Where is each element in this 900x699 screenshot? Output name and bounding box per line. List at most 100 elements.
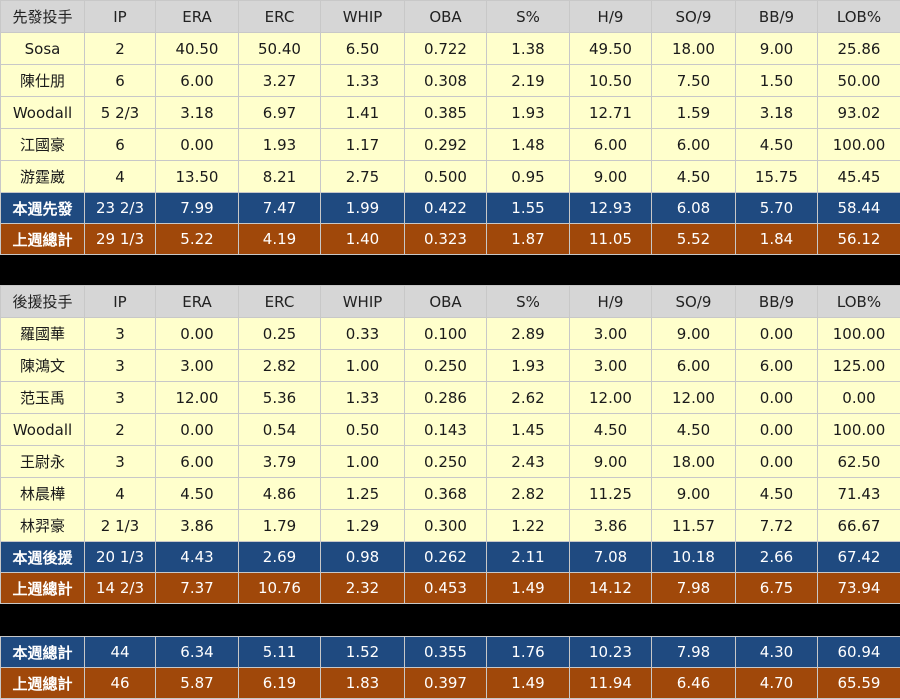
column-header: OBA (405, 286, 487, 318)
stat-cell: 2.43 (487, 446, 570, 478)
stat-cell: 1.25 (321, 478, 405, 510)
stat-cell: 12.00 (652, 382, 736, 414)
stat-cell: 6.00 (736, 350, 818, 382)
stat-cell: 0.00 (156, 129, 239, 161)
stat-cell: 0.00 (736, 382, 818, 414)
row-label: 本週先發 (1, 193, 85, 224)
stat-cell: 1.49 (487, 668, 570, 699)
section-header-label: 後援投手 (1, 286, 85, 318)
stat-cell: 1.55 (487, 193, 570, 224)
row-label: 林羿豪 (1, 510, 85, 542)
stat-cell: 100.00 (818, 129, 900, 161)
stat-cell: 2.66 (736, 542, 818, 573)
column-header: SO/9 (652, 1, 736, 33)
stat-cell: 7.50 (652, 65, 736, 97)
stat-cell: 1.17 (321, 129, 405, 161)
stat-cell: 10.50 (570, 65, 652, 97)
row-label: 陳鴻文 (1, 350, 85, 382)
column-header: S% (487, 1, 570, 33)
section-divider (1, 255, 900, 286)
stat-cell: 4.19 (239, 224, 321, 255)
column-header: ERC (239, 1, 321, 33)
stat-cell: 6.50 (321, 33, 405, 65)
column-header: IP (85, 1, 156, 33)
stat-cell: 6.46 (652, 668, 736, 699)
row-label: 林晨樺 (1, 478, 85, 510)
stat-cell: 3.00 (156, 350, 239, 382)
stat-cell: 2 (85, 414, 156, 446)
stat-cell: 25.86 (818, 33, 900, 65)
stat-cell: 0.00 (736, 414, 818, 446)
stat-cell: 11.57 (652, 510, 736, 542)
stat-cell: 1.76 (487, 637, 570, 668)
column-header: BB/9 (736, 1, 818, 33)
stat-cell: 4.50 (156, 478, 239, 510)
stat-cell: 5.36 (239, 382, 321, 414)
stat-cell: 93.02 (818, 97, 900, 129)
stat-cell: 12.00 (156, 382, 239, 414)
stat-cell: 3.27 (239, 65, 321, 97)
stat-cell: 46 (85, 668, 156, 699)
stat-cell: 6.19 (239, 668, 321, 699)
stat-cell: 9.00 (652, 478, 736, 510)
stat-cell: 1.93 (487, 350, 570, 382)
stat-cell: 66.67 (818, 510, 900, 542)
stat-cell: 1.41 (321, 97, 405, 129)
stat-cell: 1.33 (321, 65, 405, 97)
row-label: 本週總計 (1, 637, 85, 668)
section-header-label: 先發投手 (1, 1, 85, 33)
stat-cell: 0.33 (321, 318, 405, 350)
stat-cell: 1.59 (652, 97, 736, 129)
stat-cell: 0.453 (405, 573, 487, 604)
stat-cell: 4.70 (736, 668, 818, 699)
stat-cell: 6 (85, 65, 156, 97)
stat-cell: 3 (85, 446, 156, 478)
stat-cell: 6 (85, 129, 156, 161)
stat-cell: 0.98 (321, 542, 405, 573)
stat-cell: 0.143 (405, 414, 487, 446)
column-header: ERC (239, 286, 321, 318)
stat-cell: 18.00 (652, 446, 736, 478)
stat-cell: 4.50 (570, 414, 652, 446)
stat-cell: 9.00 (652, 318, 736, 350)
stat-cell: 0.50 (321, 414, 405, 446)
stat-cell: 2.82 (487, 478, 570, 510)
stat-cell: 0.422 (405, 193, 487, 224)
stat-cell: 2.62 (487, 382, 570, 414)
stat-cell: 1.79 (239, 510, 321, 542)
stat-cell: 50.00 (818, 65, 900, 97)
stat-cell: 3.00 (570, 350, 652, 382)
stat-cell: 65.59 (818, 668, 900, 699)
row-label: 本週後援 (1, 542, 85, 573)
stat-cell: 2 1/3 (85, 510, 156, 542)
stat-cell: 1.50 (736, 65, 818, 97)
row-label: 羅國華 (1, 318, 85, 350)
stat-cell: 1.22 (487, 510, 570, 542)
stat-cell: 7.47 (239, 193, 321, 224)
stat-cell: 9.00 (570, 161, 652, 193)
stat-cell: 7.37 (156, 573, 239, 604)
stat-cell: 3.18 (736, 97, 818, 129)
stat-cell: 7.72 (736, 510, 818, 542)
stat-cell: 14 2/3 (85, 573, 156, 604)
stat-cell: 1.29 (321, 510, 405, 542)
divider-band (1, 255, 900, 286)
stat-cell: 10.76 (239, 573, 321, 604)
stat-cell: 18.00 (652, 33, 736, 65)
stat-cell: 45.45 (818, 161, 900, 193)
stat-cell: 9.00 (570, 446, 652, 478)
stat-cell: 20 1/3 (85, 542, 156, 573)
stat-cell: 1.00 (321, 350, 405, 382)
row-label: 王尉永 (1, 446, 85, 478)
stat-cell: 3 (85, 318, 156, 350)
stat-cell: 0.368 (405, 478, 487, 510)
stat-cell: 10.23 (570, 637, 652, 668)
stat-cell: 3.86 (156, 510, 239, 542)
stat-cell: 6.75 (736, 573, 818, 604)
stat-cell: 3 (85, 350, 156, 382)
